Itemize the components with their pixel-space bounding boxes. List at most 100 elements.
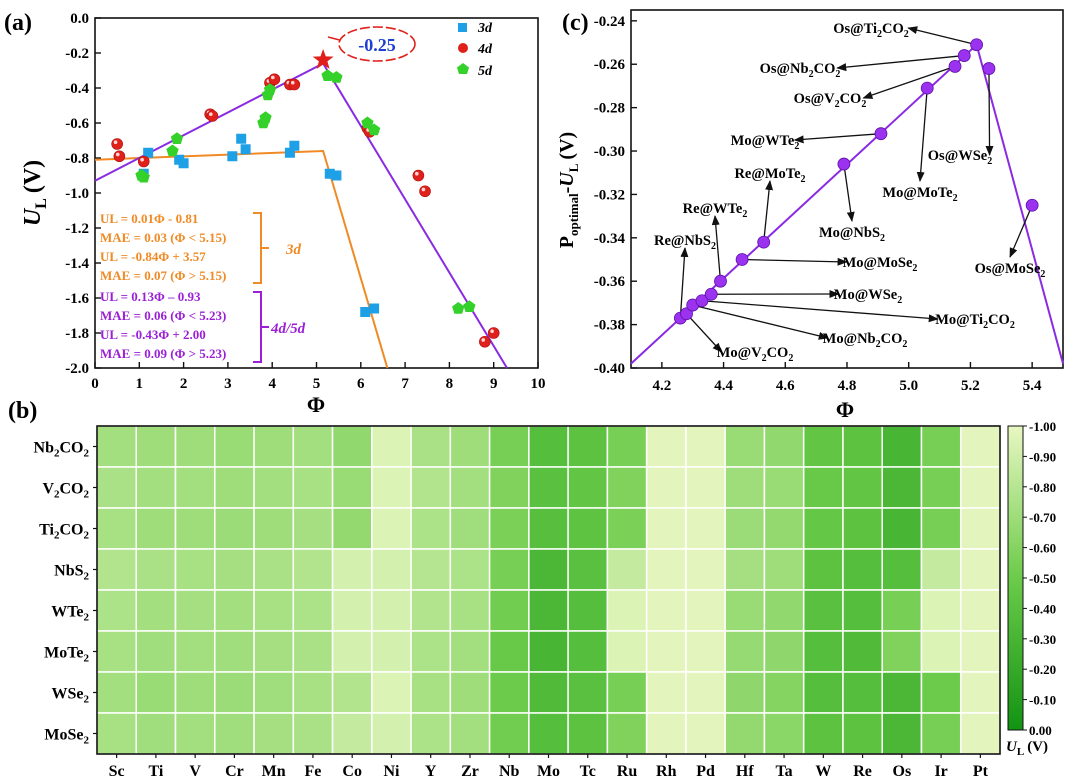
heatmap-cell <box>567 466 609 509</box>
x-tick-label: 3 <box>224 376 232 392</box>
colorbar-ticks: -1.00 -0.90 -0.80 -0.70 -0.60 -0.50 -0.40 -0.30… <box>1023 419 1056 738</box>
y-tick-label: -0.2 <box>65 46 89 62</box>
eq-3d-line4: MAE = 0.07 (Φ > 5.15) <box>100 268 226 283</box>
panel-a-xlabel: Φ <box>307 392 325 417</box>
point-4d <box>412 169 425 182</box>
heatmap-cell <box>606 589 648 632</box>
heatmap-cell <box>959 712 1001 755</box>
heatmap-cell <box>606 671 648 714</box>
y-tick-label: -0.38 <box>594 318 625 334</box>
c-point <box>695 294 709 308</box>
heatmap-cell <box>920 548 962 591</box>
x-tick-label: 4.6 <box>776 378 795 394</box>
heatmap-cell <box>959 671 1001 714</box>
heatmap-cell <box>292 425 334 468</box>
panel-c-ylabel: Poptimal-UL (V) <box>556 132 581 248</box>
heatmap-cell <box>724 548 766 591</box>
c-point <box>948 60 962 73</box>
heatmap-cell <box>449 671 491 714</box>
column-label: Os <box>893 763 912 780</box>
c-point <box>837 157 851 171</box>
c-ylabel-dash: - <box>556 187 578 194</box>
row-label: MoSe2 <box>44 727 89 747</box>
point-highlight-4d <box>421 187 426 192</box>
heatmap-cell <box>959 548 1001 591</box>
heatmap-cell <box>410 671 452 714</box>
heatmap-cell <box>331 671 373 714</box>
heatmap-cell <box>488 630 530 673</box>
annotation-label: Mo@MoSe2 <box>843 255 918 274</box>
point-5d <box>259 111 272 123</box>
y-tick-label: -0.4 <box>65 81 89 97</box>
heatmap-cell <box>174 548 216 591</box>
heatmap-cell <box>96 425 138 468</box>
heatmap-cell <box>528 425 569 468</box>
annotation-label: Mo@MoTe2 <box>882 185 957 204</box>
equations-4d5d: UL = 0.13Φ – 0.93 MAE = 0.06 (Φ < 5.23) … <box>100 289 226 361</box>
heatmap-cell <box>920 712 962 755</box>
heatmap-cell <box>881 630 923 673</box>
c-point <box>970 38 983 52</box>
column-label: Re <box>853 763 872 780</box>
y-tick-label: -0.24 <box>594 14 626 30</box>
heatmap-cell <box>253 425 295 468</box>
c-ylabel-p: P <box>556 236 578 248</box>
eq-45d-line2: MAE = 0.06 (Φ < 5.23) <box>100 308 226 323</box>
heatmap-cell <box>685 589 726 632</box>
colorbar-tick-label: -0.70 <box>1029 510 1056 525</box>
point-5d <box>361 116 374 129</box>
heatmap-cell <box>645 630 687 673</box>
y-tick-label: -1.8 <box>65 326 89 342</box>
eq-45d-line3: UL = -0.43Φ + 2.00 <box>100 327 206 342</box>
x-tick-label: 8 <box>446 376 454 392</box>
annotation-label: Mo@Ti2CO2 <box>935 312 1015 331</box>
c-point <box>714 274 727 288</box>
heatmap-cell <box>135 630 177 673</box>
heatmap-cell <box>763 671 805 714</box>
heatmap-cell <box>802 425 844 468</box>
colorbar-tick-label: -0.60 <box>1029 541 1056 556</box>
bracket-3d <box>253 212 269 284</box>
y-tick-label: -0.34 <box>594 231 626 247</box>
panel-c-label: (c) <box>562 10 589 36</box>
column-label: Ru <box>617 763 638 780</box>
heatmap-cell <box>253 630 295 673</box>
heatmap-cell <box>488 507 530 550</box>
heatmap-cell <box>724 589 766 632</box>
y-tick-label: -1.0 <box>65 186 89 202</box>
heatmap-cell <box>802 712 844 755</box>
heatmap-cell <box>920 589 962 632</box>
column-label: Y <box>425 763 437 780</box>
heatmap-cell <box>292 671 334 714</box>
heatmap-cell <box>606 466 648 509</box>
c-point <box>874 127 888 141</box>
point-3d <box>324 168 335 179</box>
eq-3d-line3: UL = -0.84Φ + 3.57 <box>100 249 206 264</box>
heatmap-cell <box>881 466 923 509</box>
column-label: Pd <box>696 763 715 780</box>
y-tick-label: -0.8 <box>65 151 89 167</box>
point-highlight-4d <box>271 75 275 80</box>
annotation-arrow <box>711 215 722 282</box>
point-4d <box>206 110 219 122</box>
heatmap-cell <box>96 630 138 673</box>
heatmap-cell <box>802 589 844 632</box>
row-label: MoTe2 <box>44 645 89 665</box>
annotation-arrow <box>836 54 965 72</box>
heatmap-cell <box>174 589 216 632</box>
heatmap-cell <box>135 548 177 591</box>
heatmap-cell <box>881 589 923 632</box>
panel-c: (c) 4.2 4.4 4.6 4.8 5.0 5.2 5.4 -0.24 -0.26 -0.28… <box>556 9 1064 422</box>
colorbar-tick-label: 0.00 <box>1029 723 1052 738</box>
heatmap-cell <box>802 507 844 550</box>
heatmap-cell <box>371 630 412 673</box>
panel-c-frame <box>630 9 1064 369</box>
legend-4d-label: 4d <box>477 42 493 57</box>
heatmap-cell <box>174 712 216 755</box>
point-4d <box>288 78 301 91</box>
annotation-label: Re@WTe2 <box>683 201 748 220</box>
heatmap-cell <box>488 548 530 591</box>
heatmap-cell <box>528 548 569 591</box>
annotation-label: Os@Nb2CO2 <box>760 61 841 80</box>
